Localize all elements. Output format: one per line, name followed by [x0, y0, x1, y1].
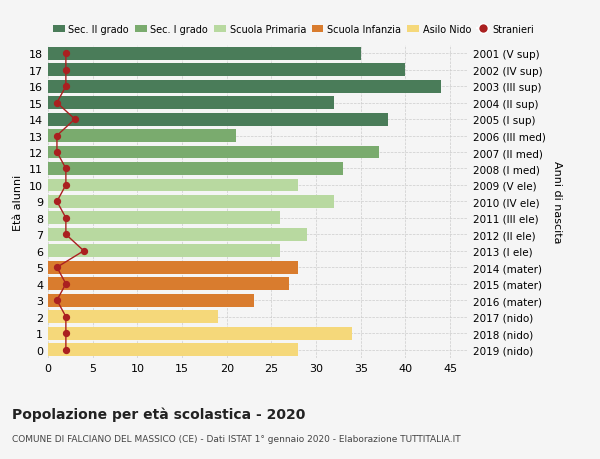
Bar [48, 146, 379, 159]
Bar [48, 81, 441, 93]
Point [70, 116, 80, 123]
Bar [48, 343, 298, 356]
Y-axis label: Anni di nascita: Anni di nascita [553, 161, 562, 243]
Bar [48, 179, 298, 192]
Point [61, 346, 71, 353]
Point [61, 165, 71, 173]
Point [61, 231, 71, 239]
Bar [48, 64, 406, 77]
Bar [48, 48, 361, 61]
Point [61, 67, 71, 74]
Bar [48, 294, 254, 307]
Bar [48, 245, 280, 257]
Bar [48, 212, 280, 225]
Text: Popolazione per età scolastica - 2020: Popolazione per età scolastica - 2020 [12, 406, 305, 421]
Bar [48, 229, 307, 241]
Y-axis label: Età alunni: Età alunni [13, 174, 23, 230]
Point [52, 198, 62, 206]
Bar [48, 278, 289, 291]
Bar [48, 130, 236, 143]
Bar [48, 196, 334, 208]
Point [61, 313, 71, 321]
Point [61, 330, 71, 337]
Point [52, 100, 62, 107]
Bar [48, 311, 218, 323]
Bar [48, 261, 298, 274]
Point [61, 50, 71, 58]
Text: COMUNE DI FALCIANO DEL MASSICO (CE) - Dati ISTAT 1° gennaio 2020 - Elaborazione : COMUNE DI FALCIANO DEL MASSICO (CE) - Da… [12, 434, 461, 443]
Point [52, 133, 62, 140]
Point [61, 280, 71, 288]
Point [52, 149, 62, 157]
Bar [48, 113, 388, 126]
Point [52, 264, 62, 271]
Point [61, 83, 71, 90]
Bar [48, 327, 352, 340]
Bar [48, 97, 334, 110]
Point [79, 247, 89, 255]
Legend: Sec. II grado, Sec. I grado, Scuola Primaria, Scuola Infanzia, Asilo Nido, Stran: Sec. II grado, Sec. I grado, Scuola Prim… [53, 25, 534, 35]
Point [52, 297, 62, 304]
Bar [48, 162, 343, 175]
Point [61, 215, 71, 222]
Point [61, 182, 71, 189]
